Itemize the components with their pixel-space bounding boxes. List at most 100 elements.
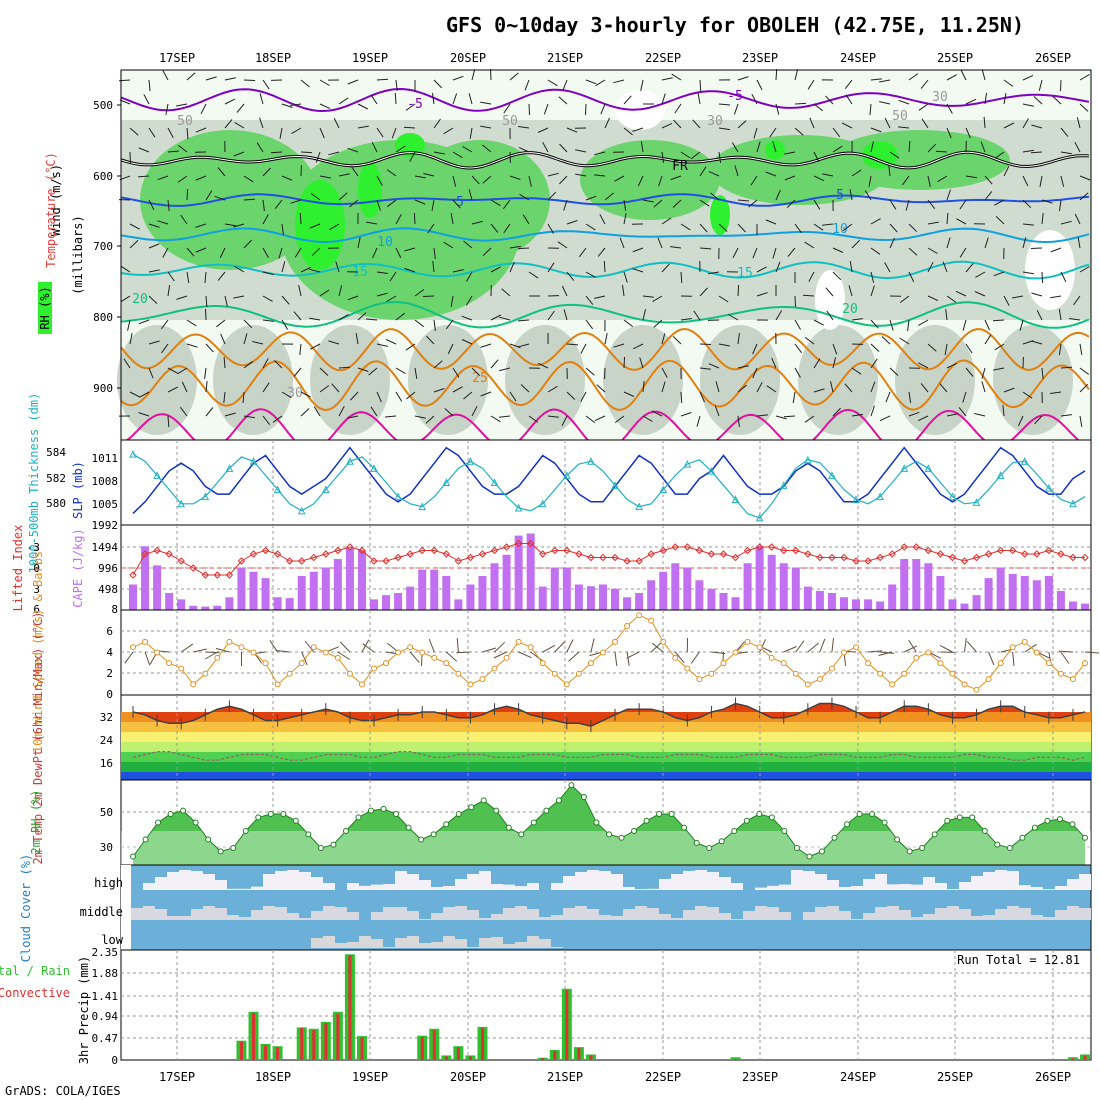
cloud-low-bar	[335, 943, 347, 948]
wind-barb	[825, 95, 834, 105]
wind-barb	[769, 127, 777, 138]
wind-barb	[129, 127, 139, 136]
temp-color-band	[121, 752, 1091, 762]
cloud-high-bar	[959, 882, 971, 890]
wind-barb	[290, 103, 302, 106]
wind-marker	[467, 681, 474, 688]
wind-barb	[262, 167, 271, 177]
wind-barb	[123, 358, 131, 369]
cloud-mid-bar	[143, 906, 155, 920]
wind-barb	[927, 261, 934, 273]
li-marker	[551, 546, 559, 555]
cloud-high-bar	[695, 870, 707, 890]
wind-barb	[869, 103, 872, 116]
wind-barb	[918, 319, 929, 326]
rh-marker	[906, 848, 913, 855]
wind-barb	[518, 146, 530, 153]
wind-barb	[658, 175, 663, 187]
wind-barb	[1079, 343, 1083, 355]
wind-barb	[946, 74, 957, 81]
wind-barb	[351, 166, 359, 177]
wind-barb	[463, 391, 473, 400]
wind-barb	[680, 223, 691, 231]
wind-marker	[648, 617, 655, 624]
wind-barb	[642, 415, 653, 422]
wind-barb	[409, 651, 420, 663]
li-marker	[611, 553, 619, 562]
cloud-mid-bar	[467, 910, 479, 920]
wind-barb	[405, 343, 416, 351]
wind-barb	[851, 239, 861, 249]
cloud-low-bar	[407, 936, 419, 948]
precip-conv-bar	[264, 1045, 268, 1060]
wind-barb	[559, 175, 568, 185]
wind-barb	[426, 335, 435, 345]
cloud-mid-bar	[455, 906, 467, 920]
wind-marker	[901, 670, 908, 677]
wind-barb	[927, 295, 939, 302]
rh2m-panel: 50 30 2m RH (%)	[29, 779, 1092, 866]
wind-barb	[328, 340, 340, 345]
wind-marker	[913, 654, 920, 661]
wind-barb	[319, 127, 325, 139]
wind-barb	[243, 198, 256, 201]
cape-bar	[478, 576, 487, 610]
cloud-low-bar	[383, 947, 395, 948]
wind-barb	[300, 151, 313, 154]
wind-barb	[585, 319, 593, 330]
wind-barb	[984, 237, 989, 249]
wind-barb	[471, 220, 483, 225]
wind-barb	[365, 318, 378, 321]
cape-bar	[1044, 576, 1053, 610]
wind-marker	[1082, 660, 1088, 667]
li-marker	[852, 557, 860, 565]
wind-barb	[597, 247, 606, 257]
contour-label: 10	[832, 222, 848, 237]
wind-barb	[167, 150, 180, 153]
cloud-high-bar	[671, 874, 683, 890]
y-tick-label: 900	[93, 382, 113, 395]
wind-barb	[357, 237, 361, 249]
wind-barb	[699, 343, 712, 345]
wind-barb	[376, 292, 388, 297]
wind-barb	[335, 261, 340, 273]
cloud-high-bar	[731, 883, 743, 890]
li-marker	[755, 543, 764, 551]
wind-marker	[190, 681, 197, 688]
wind-barb	[224, 223, 236, 227]
wind-barb	[918, 362, 929, 369]
wind-barb	[699, 247, 712, 250]
contour-label: 30	[287, 386, 303, 401]
cape-bar	[611, 588, 620, 610]
wind-barb	[200, 103, 207, 115]
wind-barb	[522, 214, 530, 225]
li-marker	[623, 557, 631, 565]
wind-barb	[849, 261, 853, 273]
y-tick-label: 1008	[92, 475, 119, 488]
rh-marker	[693, 839, 700, 846]
li-marker	[575, 550, 583, 558]
wind-barb	[772, 247, 777, 259]
cloud-low-bar	[491, 937, 503, 948]
li-marker	[177, 557, 185, 565]
cloud-high-bar	[371, 884, 383, 890]
wind-marker	[286, 670, 293, 677]
wind-barb	[783, 415, 796, 418]
wind-barb	[640, 79, 644, 91]
wind-barb	[813, 358, 821, 369]
date-label-bottom: 21SEP	[547, 1070, 583, 1084]
y-tick-label: 16	[100, 757, 113, 770]
thickness-marker	[322, 485, 330, 494]
wind-barb	[731, 142, 739, 153]
wind-barb	[718, 127, 730, 131]
rh-marker	[180, 807, 187, 814]
date-label-bottom: 20SEP	[450, 1070, 486, 1084]
wind-barb	[642, 309, 646, 321]
wind-barb	[493, 651, 507, 659]
cloud-high-bar	[611, 874, 623, 890]
wind-barb	[471, 367, 481, 377]
cloud-high-bar	[203, 874, 215, 890]
y-tick-label: 2.35	[92, 946, 119, 959]
thickness-marker	[273, 485, 282, 494]
